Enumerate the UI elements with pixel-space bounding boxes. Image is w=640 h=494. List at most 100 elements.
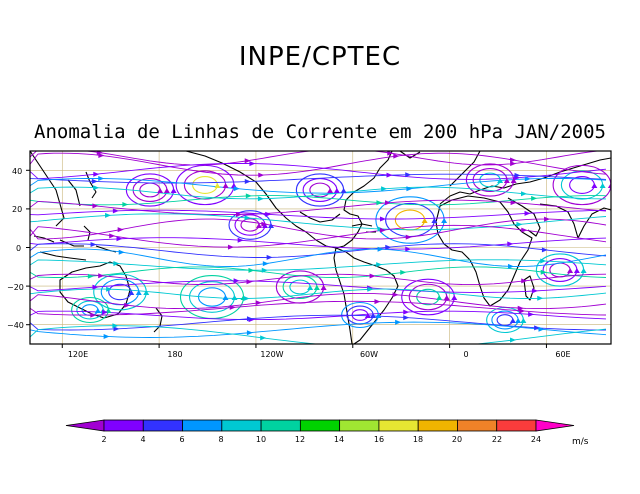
streamline-arrow <box>105 212 112 218</box>
streamline-arrow <box>405 246 412 252</box>
streamline-arrow <box>116 236 123 242</box>
streamline-arrow <box>135 290 142 295</box>
streamline-arrow <box>367 286 374 292</box>
streamline-arrow <box>521 227 528 233</box>
streamline-arrow <box>406 186 413 192</box>
lon-label-60e: 60E <box>555 350 570 359</box>
streamline-arrow <box>376 200 383 206</box>
streamline-arrow <box>599 183 606 188</box>
streamlines <box>30 151 611 344</box>
streamline-arrow <box>103 334 110 339</box>
streamline-arrow <box>405 234 412 240</box>
streamline <box>30 259 607 271</box>
streamline-arrow <box>90 242 97 247</box>
streamline-arrow <box>364 313 371 318</box>
streamline-arrow <box>379 227 386 233</box>
streamline-arrow <box>580 268 587 273</box>
streamline-arrow <box>266 254 273 260</box>
colorbar-label: 18 <box>413 435 423 444</box>
streamline-arrow <box>507 263 514 269</box>
lat-label-eq: 0 <box>16 244 21 253</box>
streamline-arrow <box>540 269 547 275</box>
lon-label-60w: 60W <box>360 350 378 359</box>
colorbar-swatch <box>221 419 262 432</box>
streamline-arrow <box>98 153 105 158</box>
streamline-arrow <box>375 313 382 318</box>
streamline <box>30 177 607 194</box>
streamline-arrow <box>520 318 527 323</box>
streamline <box>30 209 607 220</box>
streamline-arrow <box>246 330 253 336</box>
streamline-arrow <box>386 172 393 178</box>
lon-label-120e: 120E <box>68 350 88 359</box>
streamline-arrow <box>385 244 392 250</box>
streamline-arrow <box>405 172 412 178</box>
streamline-arrow <box>87 273 94 279</box>
streamline-arrow <box>510 200 517 206</box>
colorbar-label: 12 <box>295 435 305 444</box>
streamline-arrow <box>256 223 262 228</box>
streamline <box>30 266 607 278</box>
colorbar-swatch <box>378 419 419 432</box>
streamline-arrow <box>370 313 377 318</box>
streamline-arrow <box>381 186 388 192</box>
streamline-arrow <box>403 315 410 321</box>
streamline-arrow <box>248 267 255 273</box>
streamline-arrow <box>90 312 97 318</box>
lat-label-20n: 20 <box>12 205 22 214</box>
streamline-arrow <box>385 200 392 206</box>
colorbar-label: 10 <box>256 435 266 444</box>
streamline-arrow <box>118 249 125 255</box>
streamline <box>30 186 607 200</box>
streamline-arrow <box>340 188 347 193</box>
streamline-arrow <box>514 172 521 178</box>
streamline-arrow <box>392 292 399 298</box>
lon-label-180: 180 <box>167 350 182 359</box>
colorbar-label: 20 <box>452 435 462 444</box>
streamline <box>30 321 607 338</box>
streamline-arrow <box>393 153 400 159</box>
streamline-arrow <box>537 295 544 301</box>
colorbar-label: 6 <box>179 435 184 444</box>
streamline-arrow <box>112 208 119 214</box>
colorbar <box>65 419 575 432</box>
streamline-arrow <box>521 191 528 197</box>
streamline-arrow <box>163 188 170 193</box>
streamline-arrow <box>534 325 541 331</box>
streamline-arrow <box>521 278 528 284</box>
streamline-arrow <box>222 183 229 188</box>
streamline-arrow <box>105 308 112 313</box>
colorbar-label: 4 <box>140 435 145 444</box>
streamline-arrow <box>262 223 268 228</box>
streamline-arrow <box>214 183 221 188</box>
colorbar-label: 22 <box>492 435 502 444</box>
streamline-arrow <box>170 188 177 193</box>
streamline <box>30 199 607 216</box>
colorbar-swatch <box>496 419 537 432</box>
streamline-arrow <box>436 295 443 300</box>
lat-label-40s: −40 <box>7 321 24 330</box>
streamline-arrow <box>92 284 99 290</box>
streamline-arrow <box>93 185 100 191</box>
colorbar-unit: m/s <box>572 437 589 447</box>
streamline <box>30 162 607 180</box>
colorbar-label: 8 <box>218 435 223 444</box>
streamline-arrow <box>229 304 236 310</box>
colorbar-left-triangle <box>65 419 105 432</box>
colorbar-swatch <box>417 419 458 432</box>
streamline <box>30 152 607 176</box>
colorbar-swatch <box>457 419 498 432</box>
streamline-arrow <box>94 308 101 313</box>
streamline-arrow <box>124 302 131 308</box>
streamline-arrow <box>541 247 548 253</box>
streamline-arrow <box>91 178 98 184</box>
streamline <box>30 273 607 286</box>
streamline-arrow <box>222 295 229 300</box>
streamline-arrow <box>235 212 242 217</box>
colorbar-label: 16 <box>374 435 384 444</box>
streamline-arrow <box>245 193 252 199</box>
lon-label-120w: 120W <box>260 350 283 359</box>
colorbar-label: 14 <box>334 435 344 444</box>
lon-label-0: 0 <box>463 350 468 359</box>
